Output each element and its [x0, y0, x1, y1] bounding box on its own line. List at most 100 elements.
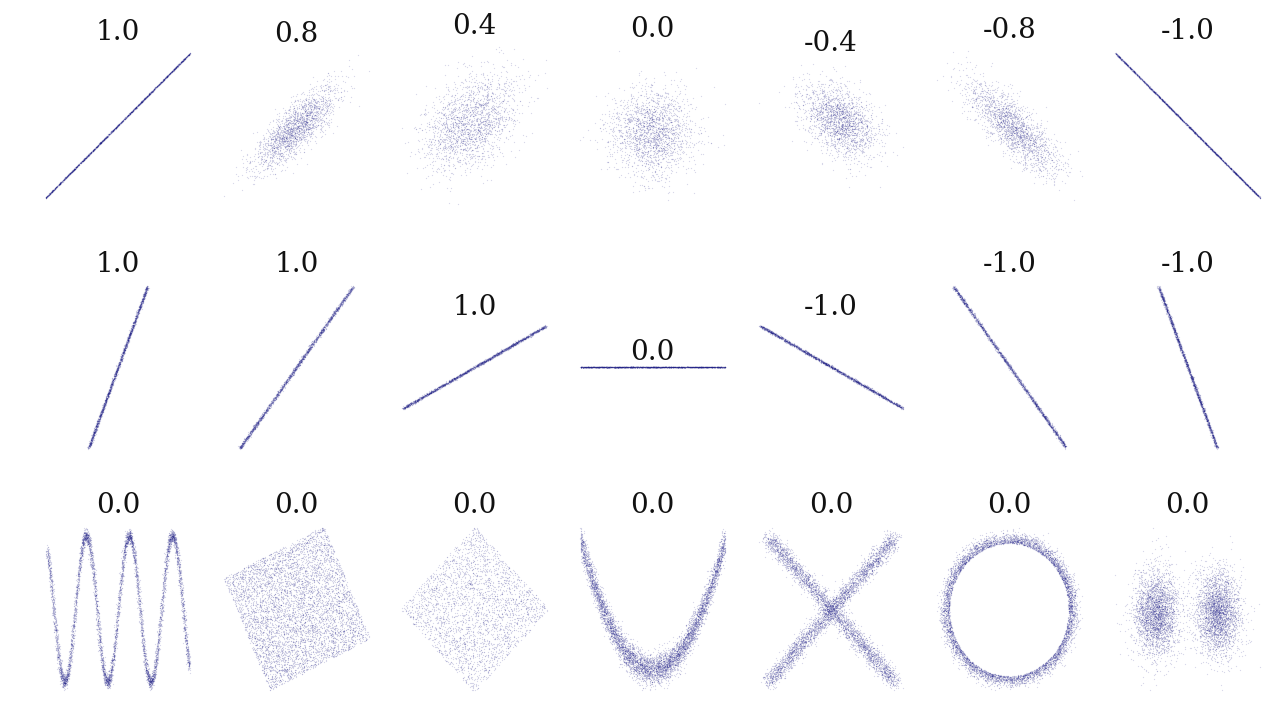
- Point: [655, 657, 676, 669]
- Point: [618, 647, 639, 659]
- Point: [351, 616, 371, 628]
- Point: [640, 142, 660, 153]
- Point: [132, 299, 152, 310]
- Point: [83, 559, 104, 571]
- Point: [300, 552, 320, 563]
- Point: [877, 394, 897, 405]
- Point: [333, 294, 353, 305]
- Point: [961, 658, 982, 670]
- Point: [125, 567, 146, 578]
- Point: [943, 636, 964, 647]
- Point: [109, 359, 129, 371]
- Point: [1052, 552, 1073, 563]
- Point: [678, 629, 699, 640]
- Point: [1158, 592, 1179, 603]
- Point: [444, 616, 465, 627]
- Point: [680, 626, 700, 638]
- Point: [97, 387, 118, 398]
- Point: [280, 369, 301, 380]
- Point: [1019, 540, 1039, 552]
- Point: [287, 135, 307, 147]
- Point: [809, 88, 829, 99]
- Point: [966, 544, 987, 555]
- Point: [1129, 71, 1149, 83]
- Point: [1124, 582, 1144, 593]
- Point: [694, 593, 714, 604]
- Point: [814, 89, 835, 101]
- Point: [667, 649, 687, 661]
- Point: [49, 178, 69, 189]
- Point: [648, 362, 668, 374]
- Point: [141, 675, 161, 686]
- Point: [1149, 611, 1170, 622]
- Point: [1157, 305, 1178, 317]
- Point: [284, 617, 305, 629]
- Point: [620, 115, 640, 127]
- Point: [269, 565, 289, 577]
- Point: [995, 356, 1015, 367]
- Point: [1187, 387, 1207, 399]
- Point: [439, 658, 460, 670]
- Point: [119, 329, 140, 341]
- Point: [1156, 575, 1176, 587]
- Point: [123, 104, 143, 116]
- Point: [1152, 597, 1172, 608]
- Point: [264, 677, 284, 688]
- Point: [56, 675, 77, 686]
- Point: [302, 339, 323, 351]
- Point: [1151, 287, 1171, 298]
- Point: [326, 603, 347, 614]
- Point: [605, 636, 626, 648]
- Point: [442, 660, 462, 672]
- Point: [968, 541, 988, 553]
- Point: [964, 542, 984, 554]
- Point: [444, 372, 465, 384]
- Point: [438, 126, 458, 138]
- Point: [54, 174, 74, 185]
- Point: [314, 537, 334, 549]
- Point: [1011, 111, 1032, 122]
- Point: [660, 661, 681, 672]
- Point: [470, 358, 490, 369]
- Point: [1184, 380, 1204, 392]
- Point: [500, 112, 521, 124]
- Point: [518, 331, 539, 343]
- Point: [765, 668, 786, 680]
- Point: [631, 665, 652, 676]
- Point: [1193, 619, 1213, 631]
- Point: [691, 606, 712, 618]
- Point: [654, 124, 675, 135]
- Point: [332, 594, 352, 606]
- Point: [805, 352, 826, 364]
- Point: [1055, 628, 1075, 639]
- Point: [497, 572, 517, 583]
- Point: [38, 549, 59, 561]
- Point: [819, 115, 840, 127]
- Point: [481, 140, 502, 152]
- Point: [586, 587, 607, 598]
- Point: [653, 361, 673, 372]
- Point: [1189, 392, 1210, 404]
- Point: [877, 670, 897, 681]
- Point: [301, 564, 321, 575]
- Point: [955, 96, 975, 108]
- Point: [1199, 420, 1220, 432]
- Point: [986, 538, 1006, 549]
- Point: [475, 534, 495, 546]
- Point: [653, 153, 673, 165]
- Point: [703, 582, 723, 593]
- Point: [332, 574, 352, 585]
- Point: [342, 634, 362, 646]
- Point: [156, 548, 177, 559]
- Point: [1194, 628, 1215, 639]
- Point: [840, 631, 860, 643]
- Point: [1002, 129, 1023, 140]
- Point: [311, 531, 332, 542]
- Point: [268, 647, 288, 658]
- Point: [96, 130, 116, 142]
- Point: [804, 592, 824, 603]
- Point: [137, 668, 157, 680]
- Point: [1166, 328, 1187, 339]
- Point: [99, 679, 119, 690]
- Point: [145, 638, 165, 649]
